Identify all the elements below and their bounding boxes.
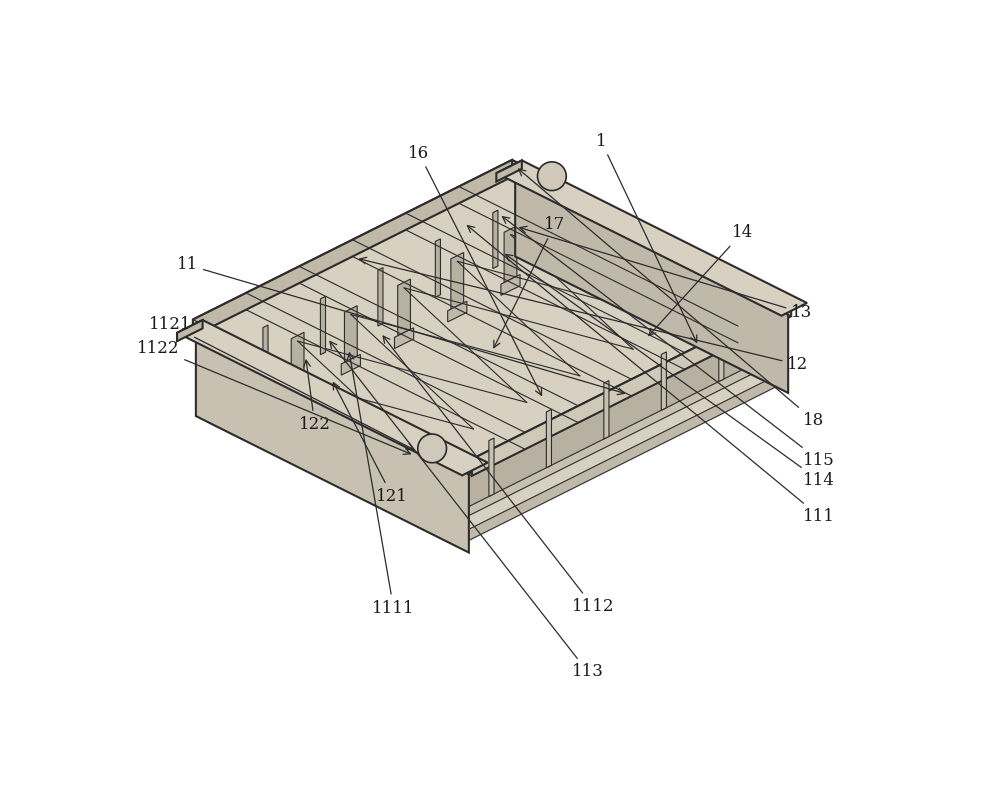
Polygon shape (398, 279, 410, 336)
Text: 1121: 1121 (149, 316, 414, 449)
Polygon shape (457, 308, 776, 480)
Polygon shape (420, 368, 776, 546)
Polygon shape (554, 248, 573, 268)
Polygon shape (344, 306, 533, 400)
Polygon shape (263, 325, 268, 384)
Polygon shape (177, 320, 203, 341)
Polygon shape (515, 178, 788, 393)
Text: 121: 121 (333, 383, 408, 505)
Text: 113: 113 (330, 341, 604, 680)
Polygon shape (448, 301, 467, 322)
Polygon shape (501, 275, 520, 296)
Polygon shape (208, 184, 564, 362)
Polygon shape (291, 332, 480, 427)
Polygon shape (472, 300, 791, 476)
Polygon shape (193, 160, 512, 336)
Polygon shape (434, 308, 753, 524)
Text: 1111: 1111 (347, 353, 415, 617)
Text: 12: 12 (360, 257, 809, 373)
Polygon shape (288, 381, 307, 402)
Polygon shape (661, 352, 666, 410)
Polygon shape (496, 160, 807, 316)
Text: 1: 1 (596, 133, 697, 342)
Polygon shape (493, 210, 498, 268)
Text: 14: 14 (649, 224, 753, 336)
Polygon shape (420, 291, 776, 469)
Text: 115: 115 (503, 216, 835, 469)
Polygon shape (238, 359, 427, 453)
Polygon shape (504, 226, 693, 320)
Polygon shape (193, 160, 791, 459)
Polygon shape (344, 306, 357, 362)
Circle shape (538, 162, 566, 191)
Polygon shape (394, 328, 414, 348)
Polygon shape (546, 409, 551, 468)
Polygon shape (177, 320, 488, 475)
Polygon shape (208, 252, 564, 429)
Polygon shape (238, 359, 251, 416)
Polygon shape (489, 438, 494, 497)
Polygon shape (420, 357, 776, 535)
Text: 17: 17 (494, 216, 565, 348)
Polygon shape (244, 203, 564, 373)
Polygon shape (222, 203, 541, 418)
Text: 13: 13 (520, 227, 813, 321)
Polygon shape (443, 313, 762, 529)
Polygon shape (208, 263, 564, 441)
Polygon shape (231, 207, 550, 422)
Polygon shape (235, 408, 254, 429)
Text: 11: 11 (177, 256, 625, 395)
Polygon shape (604, 380, 609, 439)
Polygon shape (208, 184, 527, 422)
Polygon shape (341, 354, 360, 375)
Polygon shape (291, 332, 304, 389)
Text: 1122: 1122 (137, 340, 410, 454)
Polygon shape (320, 296, 326, 355)
Polygon shape (557, 199, 746, 294)
Polygon shape (435, 239, 440, 297)
Text: 114: 114 (506, 255, 835, 489)
Polygon shape (398, 279, 586, 373)
Text: 16: 16 (408, 144, 542, 396)
Polygon shape (378, 268, 383, 326)
Text: 1112: 1112 (383, 336, 614, 615)
Polygon shape (196, 338, 469, 553)
Text: 122: 122 (299, 360, 331, 433)
Polygon shape (451, 252, 640, 347)
Polygon shape (451, 252, 464, 309)
Text: 111: 111 (467, 226, 835, 525)
Polygon shape (719, 323, 724, 381)
Polygon shape (496, 160, 522, 182)
Polygon shape (557, 199, 570, 256)
Circle shape (418, 434, 447, 463)
Text: 18: 18 (519, 169, 825, 429)
Polygon shape (504, 226, 517, 283)
